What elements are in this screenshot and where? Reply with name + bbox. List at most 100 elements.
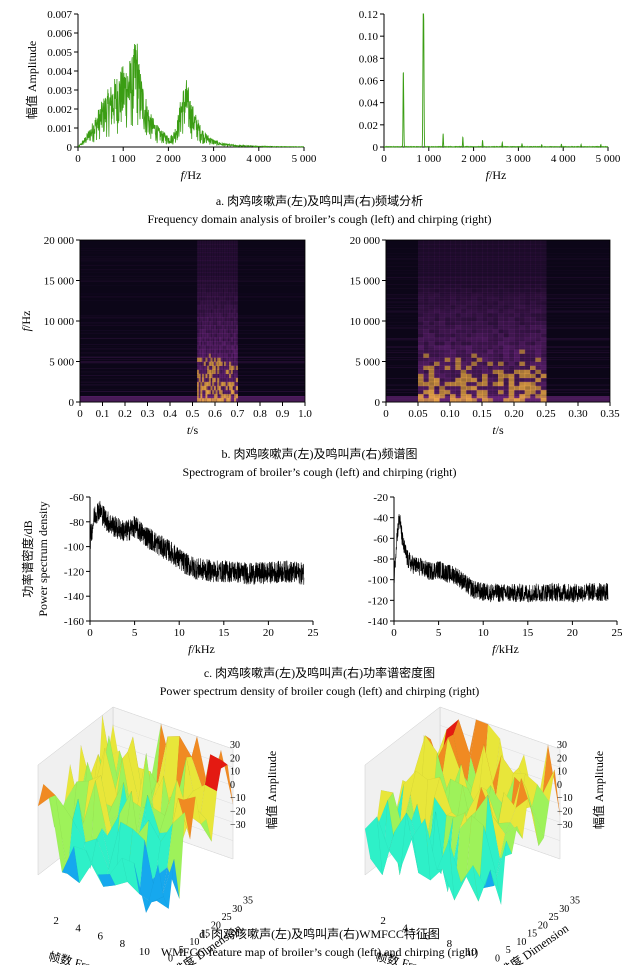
spectrogram-cell xyxy=(508,365,515,370)
spectrogram-cell xyxy=(455,292,462,298)
spectrogram-cell xyxy=(220,292,223,298)
spectrogram-cell xyxy=(466,341,472,346)
spectrogram-cell xyxy=(208,321,211,326)
spectrogram-cell xyxy=(503,321,510,326)
spectrogram-cell xyxy=(471,312,478,318)
spectrogram-cell xyxy=(197,272,200,277)
spectrogram-cell xyxy=(203,353,206,358)
spectrogram-cell xyxy=(482,353,488,358)
spectrogram-cell xyxy=(492,345,499,350)
y-tick-label: -120 xyxy=(368,595,389,607)
spectrogram-cell xyxy=(540,292,547,298)
spectrogram-cell xyxy=(230,373,233,379)
spectrogram-cell xyxy=(535,252,542,257)
spectrogram-cell xyxy=(235,276,238,281)
spectrogram-cell xyxy=(530,337,536,342)
spectrogram-cell xyxy=(198,280,201,285)
spectrogram-cell xyxy=(197,385,200,391)
spectrogram-cell xyxy=(444,276,451,281)
spectrogram-cell xyxy=(428,304,435,310)
spectrogram-cell xyxy=(222,381,225,387)
spectrogram-cell xyxy=(215,325,218,330)
spectrogram-cell xyxy=(455,329,462,334)
spectrogram-cell xyxy=(418,393,424,399)
spectrogram-cell xyxy=(444,288,451,294)
spectrogram-cell xyxy=(205,256,208,261)
spectrogram-cell xyxy=(235,272,238,277)
spectrogram-cell xyxy=(225,248,228,253)
spectrogram-cell xyxy=(482,276,488,281)
spectrogram-cell xyxy=(227,353,230,358)
spectrogram-cell xyxy=(210,272,213,277)
spectrogram-cell xyxy=(535,337,542,342)
spectrogram-cell xyxy=(205,381,208,387)
spectrogram-cell xyxy=(217,373,220,379)
spectrogram-cell xyxy=(514,325,520,330)
spectrogram-cell xyxy=(482,357,488,362)
spectrogram-cell xyxy=(200,341,203,346)
spectrogram-cell xyxy=(220,240,223,245)
spectrogram-cell xyxy=(205,341,208,346)
spectrogram-cell xyxy=(220,308,223,314)
spectrogram-cell xyxy=(482,345,488,350)
spectrogram-cell xyxy=(225,385,228,391)
spectrogram-cell xyxy=(202,260,205,265)
spectrogram-cell xyxy=(482,337,488,342)
spectrogram-cell xyxy=(450,341,456,346)
spectrogram-cell xyxy=(540,341,547,346)
spectrogram-cell xyxy=(524,300,531,306)
spectrogram-cell xyxy=(202,337,205,342)
spectrogram-cell xyxy=(197,353,200,358)
spectrogram-cell xyxy=(203,272,206,277)
spectrogram-cell xyxy=(205,365,208,370)
x-tick-label: 0.6 xyxy=(208,408,222,420)
spectrogram-cell xyxy=(225,377,228,383)
spectrogram-cell xyxy=(218,397,222,403)
spectrogram-cell xyxy=(208,353,211,358)
spectrogram-cell xyxy=(444,264,451,269)
spectrogram-cell xyxy=(460,264,467,269)
spectrogram-cell xyxy=(202,256,205,261)
spectrogram-cell xyxy=(230,248,233,253)
spectrogram-cell xyxy=(225,389,228,395)
spectrogram-cell xyxy=(482,304,488,310)
spectrogram-cell xyxy=(530,393,536,399)
spectrogram-cell xyxy=(487,292,494,298)
spectrogram-cell xyxy=(444,381,451,387)
spectrogram-cell xyxy=(503,369,510,375)
spectrogram-cell xyxy=(519,296,526,302)
spectrogram-cell xyxy=(198,365,201,370)
spectrogram-cell xyxy=(428,337,435,342)
x-tick-label: 0.30 xyxy=(568,408,588,420)
spectrogram-cell xyxy=(207,300,210,306)
spectrogram-cell xyxy=(207,292,210,298)
spectrogram-cell xyxy=(213,377,217,383)
spectrogram-cell xyxy=(423,284,430,289)
spectrogram-cell xyxy=(220,304,223,310)
spectrogram-cell xyxy=(203,316,206,322)
spectrogram-cell xyxy=(482,272,488,277)
spectrogram-cell xyxy=(466,329,472,334)
spectrogram-cell xyxy=(482,373,488,379)
spectrogram-cell xyxy=(444,256,451,261)
spectrogram-cell xyxy=(213,353,217,358)
spectrogram-cell xyxy=(200,337,203,342)
spectrogram-cell xyxy=(466,349,472,354)
spectrogram-cell xyxy=(203,325,206,330)
spectrogram-cell xyxy=(455,260,462,265)
spectrogram-cell xyxy=(439,397,446,403)
spectrogram-cell xyxy=(503,377,510,383)
spectrogram-cell xyxy=(224,316,227,322)
spectrogram-cell xyxy=(471,288,478,294)
x-tick-label: 3 000 xyxy=(201,153,226,165)
spectrogram-cell xyxy=(220,333,223,338)
spectrogram-cell xyxy=(423,345,430,350)
spectrogram-cell xyxy=(444,397,451,403)
spectrogram-cell xyxy=(203,252,206,257)
y-tick-label: 0 xyxy=(67,142,73,154)
spectrogram-cell xyxy=(213,308,217,314)
spectrogram-cell xyxy=(203,284,206,289)
spectrogram-cell xyxy=(217,280,220,285)
spectrogram-cell xyxy=(224,329,227,334)
spectrogram-cell xyxy=(222,377,225,383)
